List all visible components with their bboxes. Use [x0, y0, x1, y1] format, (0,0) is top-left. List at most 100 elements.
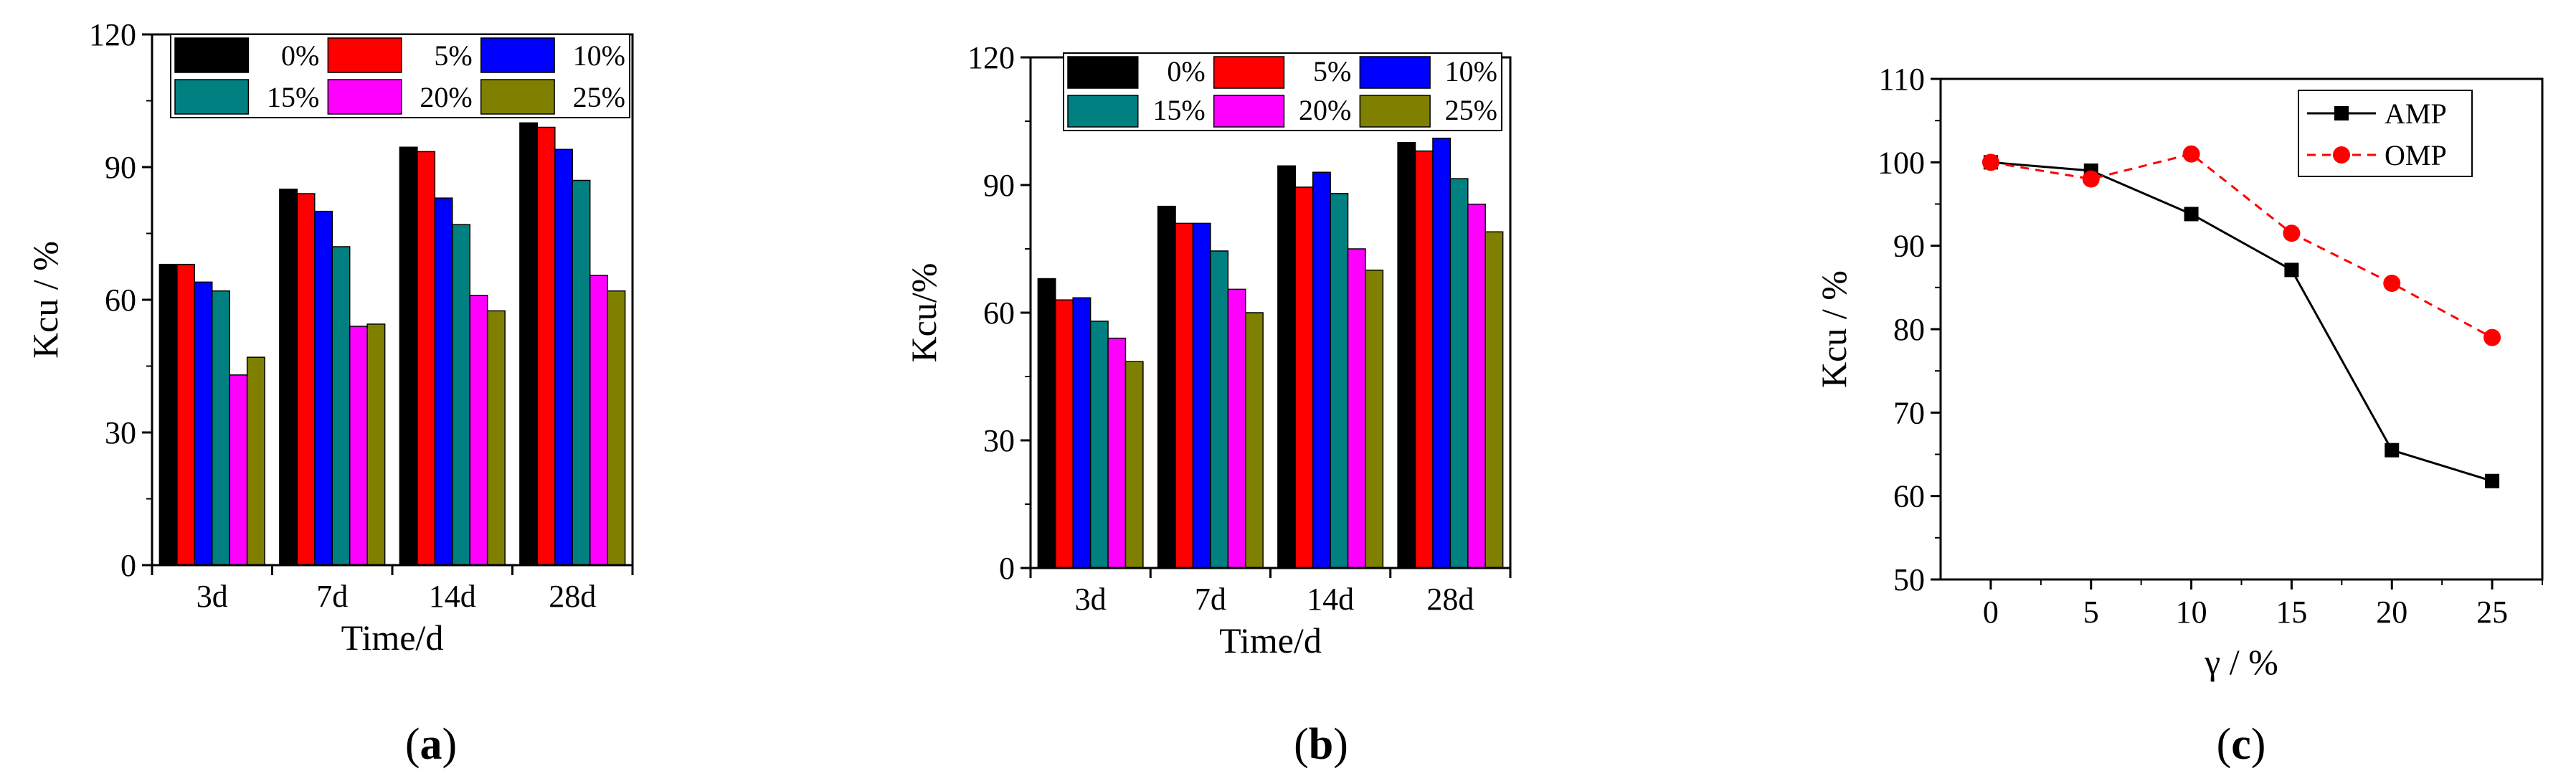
bar-20pct-28d — [589, 275, 608, 566]
bar-25pct-7d — [1244, 312, 1264, 569]
series-line-OMP — [1990, 153, 2493, 339]
bar-10pct-3d — [1072, 297, 1092, 569]
legend-label: 10% — [1445, 55, 1497, 87]
x-tick-label: 15 — [2276, 595, 2307, 630]
bar-25pct-3d — [1124, 361, 1144, 569]
bar-15pct-28d — [572, 179, 591, 566]
x-axis-title: Time/d — [341, 617, 444, 658]
bar-5pct-7d — [296, 193, 316, 566]
bar-15pct-28d — [1449, 178, 1469, 569]
y-tick-label: 60 — [983, 295, 1015, 331]
y-tick-label: 90 — [105, 150, 136, 185]
legend-label: 10% — [573, 39, 625, 72]
point-AMP-20 — [2385, 442, 2400, 458]
y-tick-label: 100 — [1877, 145, 1925, 180]
point-OMP-20 — [2383, 275, 2401, 293]
bar-0pct-28d — [519, 122, 539, 566]
bar-20pct-28d — [1467, 203, 1486, 569]
x-axis-title: γ / % — [2204, 642, 2278, 682]
legend-label: 15% — [1152, 94, 1205, 126]
y-axis-title: Kcu/% — [904, 263, 944, 363]
legend-swatch-0pct — [174, 37, 250, 73]
legend-box — [2298, 90, 2473, 177]
y-axis-title: Kcu / % — [25, 241, 65, 359]
x-tick-label: 20 — [2376, 595, 2407, 630]
legend-label: 20% — [1299, 94, 1351, 126]
bar-0pct-14d — [399, 146, 418, 566]
x-tick-label: 3d — [1075, 582, 1107, 617]
y-tick-label: 90 — [1893, 229, 1925, 264]
legend-label: AMP — [2385, 98, 2447, 130]
legend-swatch-5pct — [327, 37, 402, 73]
point-AMP-25 — [2485, 473, 2500, 488]
bar-15pct-7d — [1210, 250, 1229, 569]
y-tick-label: 110 — [1879, 62, 1925, 97]
bar-15pct-3d — [212, 290, 230, 566]
bar-chart-a: 0 30 60 90 120 3d 7d 14d 28d Time/d Kcu / % 0% 5% 10%… — [25, 17, 634, 769]
x-tick-label: 5 — [2083, 595, 2099, 630]
legend-label: 0% — [1167, 55, 1205, 87]
line-chart-c: 50 60 70 80 90 100 110 0 5 10 15 20 25 γ / % Kcu / % AM… — [1814, 62, 2544, 769]
legend-swatch-10pct — [1359, 56, 1431, 89]
bar-20pct-14d — [1347, 248, 1366, 569]
legend-label: 25% — [573, 81, 625, 113]
bar-5pct-28d — [536, 126, 556, 566]
x-tick-label: 14d — [1307, 582, 1354, 617]
y-tick-label: 60 — [1893, 479, 1925, 514]
bar-0pct-7d — [279, 189, 298, 566]
series-line-AMP — [1990, 161, 2493, 483]
bar-10pct-14d — [434, 197, 453, 566]
y-axis-title: Kcu / % — [1814, 270, 1854, 388]
panel-label: (a) — [405, 720, 457, 769]
panel-label: (c) — [2217, 720, 2266, 769]
point-OMP-25 — [2483, 328, 2501, 346]
point-OMP-5 — [2082, 170, 2100, 188]
panel-label: (b) — [1294, 720, 1348, 769]
y-tick-label: 70 — [1893, 395, 1925, 430]
legend-label: 25% — [1445, 94, 1497, 126]
x-tick-label: 28d — [549, 579, 596, 614]
bar-10pct-7d — [314, 210, 333, 566]
y-tick-label: 50 — [1893, 562, 1925, 597]
y-tick-label: 120 — [967, 40, 1015, 75]
legend-marker-AMP — [2334, 106, 2349, 120]
legend-swatch-5pct — [1213, 56, 1285, 89]
bar-10pct-14d — [1312, 171, 1331, 569]
point-OMP-15 — [2283, 224, 2301, 242]
point-OMP-0 — [1981, 153, 1999, 171]
bar-5pct-28d — [1414, 150, 1434, 569]
x-axis-title: Time/d — [1219, 620, 1322, 661]
bar-0pct-7d — [1157, 205, 1176, 569]
legend-swatch-15pct — [174, 79, 250, 115]
legend-swatch-10pct — [480, 37, 555, 73]
x-tick-label: 7d — [316, 579, 348, 614]
bar-0pct-14d — [1277, 165, 1297, 569]
bar-15pct-3d — [1089, 321, 1109, 569]
x-tick-label: 7d — [1195, 582, 1226, 617]
bar-20pct-3d — [1107, 337, 1127, 569]
legend-swatch-20pct — [327, 79, 402, 115]
x-tick-label: 28d — [1426, 582, 1474, 617]
bar-25pct-28d — [1484, 231, 1504, 569]
bar-5pct-7d — [1175, 222, 1194, 569]
y-tick-label: 0 — [120, 548, 136, 583]
y-tick-label: 60 — [105, 283, 136, 318]
bar-20pct-7d — [349, 326, 368, 566]
bar-20pct-7d — [1227, 288, 1246, 569]
y-tick-label: 30 — [105, 415, 136, 450]
legend-label: OMP — [2385, 139, 2447, 171]
legend-label: 15% — [267, 81, 319, 113]
y-tick-label: 90 — [983, 168, 1015, 203]
x-tick-label: 10 — [2176, 595, 2207, 630]
bar-20pct-14d — [469, 295, 488, 566]
legend-label: 20% — [420, 81, 472, 113]
bar-5pct-3d — [1055, 299, 1074, 569]
legend-label: 0% — [281, 39, 319, 72]
bar-10pct-28d — [1432, 137, 1452, 569]
bar-20pct-3d — [229, 374, 248, 566]
bar-25pct-14d — [486, 310, 506, 566]
point-AMP-15 — [2284, 262, 2299, 278]
legend-marker-OMP — [2333, 146, 2350, 164]
bar-25pct-14d — [1365, 269, 1384, 569]
